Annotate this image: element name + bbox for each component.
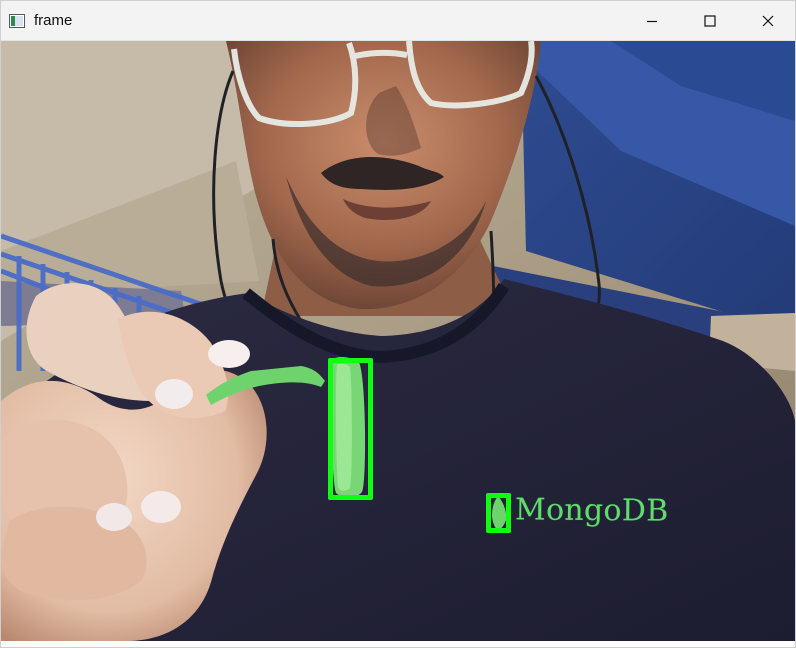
maximize-icon	[704, 15, 716, 27]
window-bottom-border	[1, 641, 795, 647]
opencv-window-icon	[9, 14, 25, 28]
detection-highlight	[494, 501, 503, 525]
window-title: frame	[34, 12, 73, 29]
detection-box-marker	[328, 358, 373, 500]
webcam-image	[1, 41, 795, 641]
close-button[interactable]	[739, 1, 795, 41]
title-bar[interactable]: frame	[1, 1, 795, 41]
detection-highlight	[336, 366, 365, 492]
minimize-icon	[647, 20, 657, 23]
minimize-button[interactable]	[623, 1, 681, 41]
shirt-logo-text: MongoDB	[514, 492, 669, 529]
maximize-button[interactable]	[681, 1, 739, 41]
detection-box-logo-leaf	[486, 493, 511, 533]
close-icon	[762, 15, 774, 27]
camera-frame: MongoDB	[1, 41, 795, 641]
